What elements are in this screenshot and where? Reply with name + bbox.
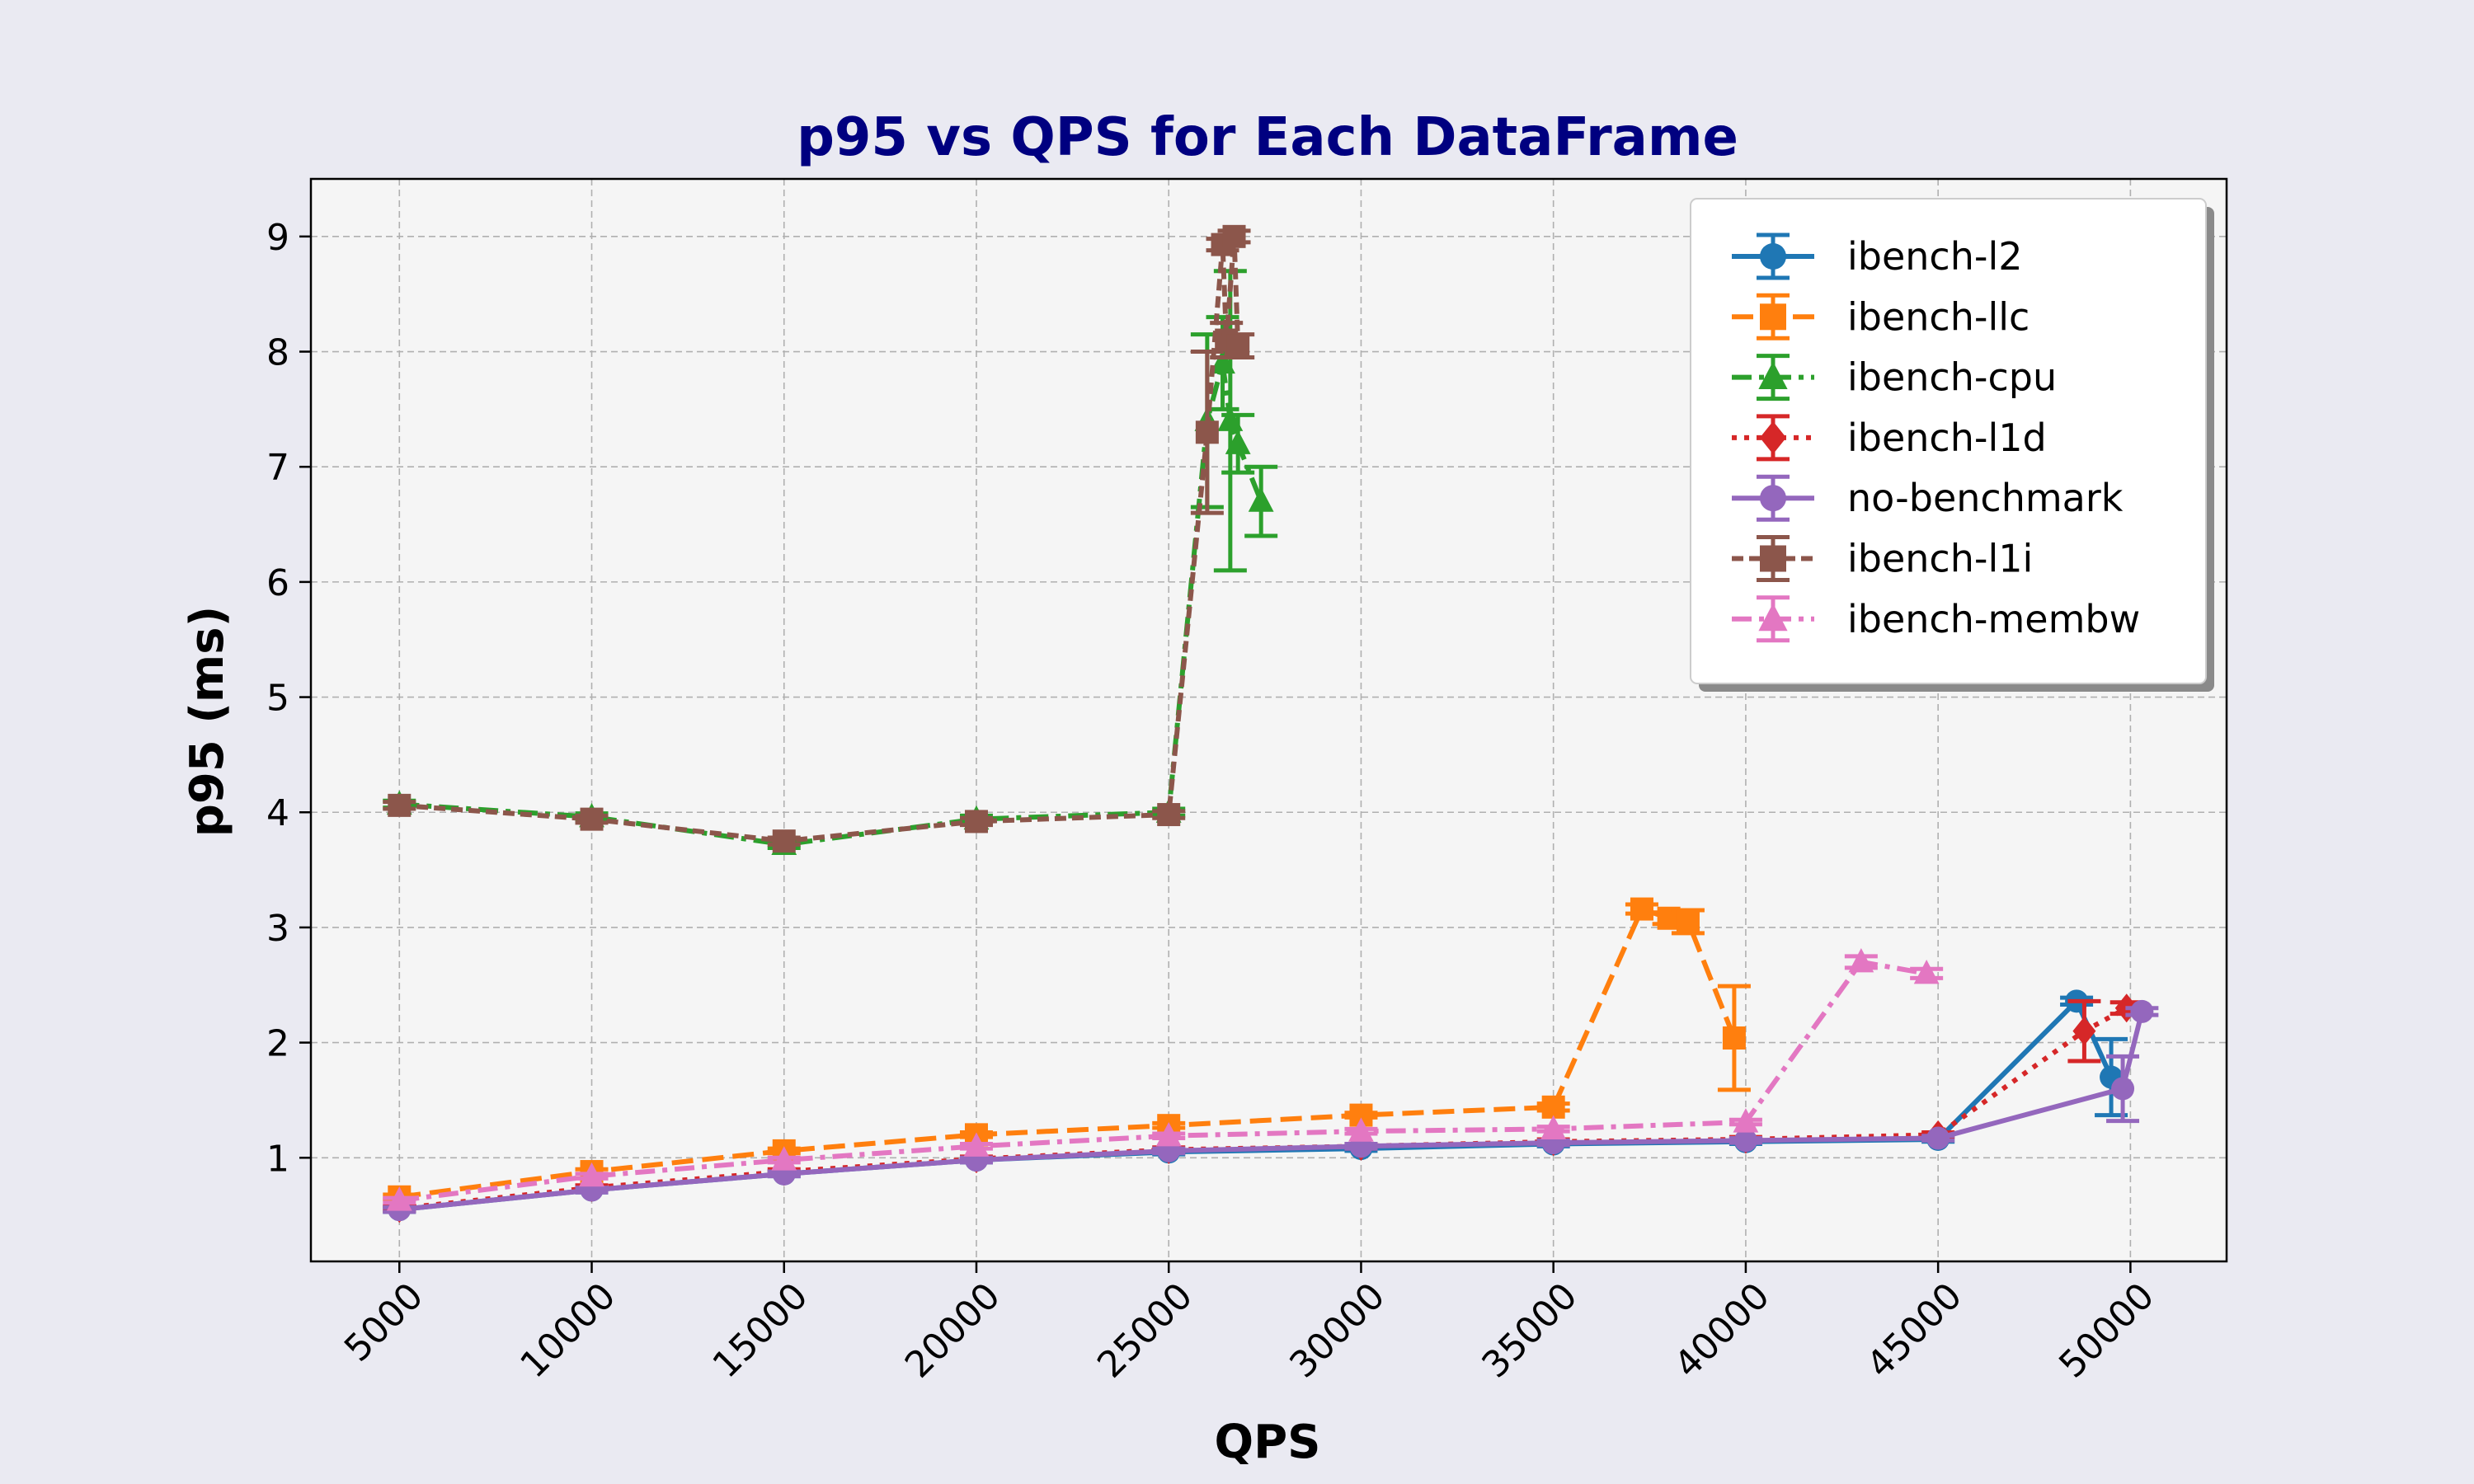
series-layer [383,224,2159,1223]
series-line [399,233,1241,844]
data-point [963,1132,990,1157]
series-ibench-l1i [383,224,1255,853]
series-line [398,959,1927,1203]
data-point [2130,999,2154,1023]
data-point [964,810,988,834]
legend-label: ibench-l1d [1847,416,2047,460]
x-axis-label: QPS [1215,1416,1321,1469]
data-point [1195,420,1219,444]
legend-box [1690,198,2207,684]
legend-entry: no-benchmark [1732,474,2124,522]
data-point [388,793,412,817]
y-tick-label: 8 [266,332,289,374]
y-tick-label: 6 [266,562,289,604]
data-point [1157,803,1181,827]
legend-marker [1760,420,1786,454]
data-point [1848,948,1874,973]
data-point [1676,909,1700,933]
data-point [1541,1095,1565,1119]
data-point [771,1146,797,1171]
legend-marker [1760,485,1786,512]
y-tick-label: 5 [266,678,289,720]
legend-label: ibench-l1i [1847,537,2033,581]
legend-marker [1758,361,1788,389]
legend-marker [1758,603,1788,632]
data-point [1926,1126,1950,1150]
legend-entry: ibench-membw [1732,595,2140,643]
data-point [772,829,796,853]
data-point [1733,1108,1759,1133]
y-tick-label: 9 [266,217,289,259]
legend-marker [1760,243,1786,270]
data-point [1225,430,1251,454]
data-point [1913,959,1940,984]
legend-entry: ibench-l2 [1732,232,2023,280]
data-point [2072,1017,2096,1046]
data-point [1348,1117,1374,1142]
data-point [1222,224,1246,248]
data-point [1155,1121,1182,1147]
y-tick-label: 3 [266,908,289,950]
y-tick-label: 1 [266,1138,289,1180]
data-point [1226,334,1250,358]
legend-entry: ibench-l1i [1732,535,2033,582]
legend-entry: ibench-l1d [1732,414,2047,462]
y-axis-label: p95 (ms) [181,606,234,837]
data-point [1630,897,1653,921]
plot-frame [309,177,2228,1263]
legend-entry: ibench-llc [1732,293,2030,340]
y-tick-label: 4 [266,792,289,834]
legend-entry: ibench-cpu [1732,354,2057,402]
data-point [1540,1115,1567,1139]
data-point [580,807,604,831]
legend-label: ibench-cpu [1847,355,2057,400]
legend-label: ibench-llc [1847,294,2030,339]
legend-marker [1760,545,1786,572]
y-tick-label: 7 [266,447,289,489]
data-point [579,1162,604,1187]
y-tick-label: 2 [266,1023,289,1065]
chart-title: p95 vs QPS for Each DataFrame [797,107,1738,168]
data-point [2111,1077,2135,1101]
series-line [399,360,1263,848]
data-point [1733,1129,1757,1153]
series-ibench-membw [383,948,1944,1211]
data-point [1722,1026,1746,1050]
legend: ibench-l2 ibench-llc ibench-cpu ibench-l1d n… [1690,198,2214,692]
data-point [386,1186,412,1211]
legend-label: ibench-l2 [1847,234,2023,279]
data-point [1248,487,1274,512]
legend-label: no-benchmark [1847,476,2124,520]
legend-marker [1760,303,1786,331]
legend-label: ibench-membw [1847,597,2140,641]
